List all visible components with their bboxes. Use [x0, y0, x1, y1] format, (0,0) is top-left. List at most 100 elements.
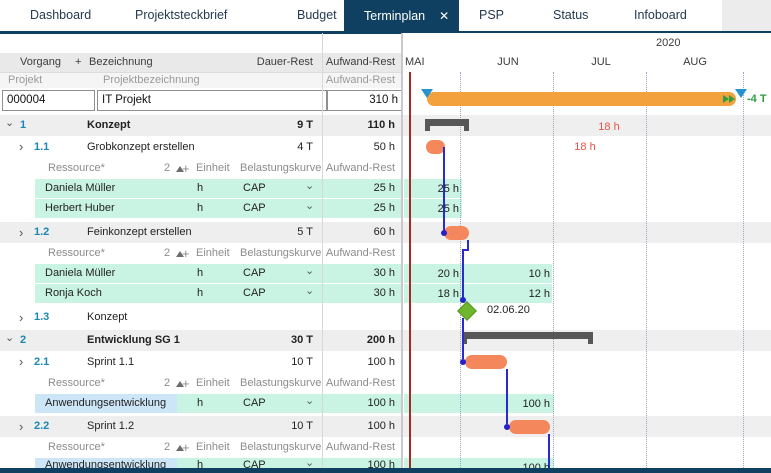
- today-line: [409, 72, 411, 468]
- add-resource-button[interactable]: +: [182, 246, 190, 261]
- tab-bar-filler: [722, 0, 771, 31]
- tab-terminplan[interactable]: Terminplan ✕: [344, 0, 459, 31]
- task-bar-1-1[interactable]: [426, 140, 445, 154]
- col-belastungskurve: Belastungskurve: [240, 377, 322, 389]
- col-aufwand-rest: Aufwand-Rest: [325, 247, 395, 259]
- task-name: Konzept: [87, 119, 131, 131]
- chevron-down-icon[interactable]: [5, 115, 17, 136]
- task-bar-1-2[interactable]: [444, 226, 469, 240]
- phase-bar-konzept[interactable]: [425, 119, 469, 131]
- chevron-right-icon[interactable]: [19, 136, 31, 159]
- tab-status[interactable]: Status: [553, 8, 589, 22]
- load-curve[interactable]: CAP: [243, 397, 266, 409]
- dependency-line: [548, 434, 550, 468]
- resource-row[interactable]: Herbert Huber h CAP 25 h: [0, 199, 401, 219]
- subheader-aufwand-rest: Aufwand-Rest: [325, 74, 395, 86]
- sort-control[interactable]: 2: [164, 441, 171, 453]
- gantt-row-band: [403, 222, 771, 243]
- resource-unit: h: [197, 182, 204, 194]
- add-resource-button[interactable]: +: [182, 161, 190, 176]
- resource-row[interactable]: Anwendungsentwicklung h CAP 100 h: [0, 394, 401, 414]
- sort-control[interactable]: 2: [164, 247, 171, 259]
- chevron-down-icon[interactable]: [305, 284, 314, 303]
- chevron-down-icon[interactable]: [305, 179, 314, 198]
- column-header-row: Vorgang + Bezeichnung Dauer-Rest Aufwand…: [0, 53, 401, 73]
- col-aufwand-rest: Aufwand-Rest: [325, 162, 395, 174]
- task-row-1[interactable]: 1 Konzept 9 T 110 h: [0, 115, 401, 136]
- chevron-down-icon[interactable]: [305, 458, 314, 468]
- resource-row[interactable]: Daniela Müller h CAP 30 h: [0, 264, 401, 284]
- resource-unit: h: [197, 397, 204, 409]
- effort-value: 12 h: [528, 288, 550, 300]
- add-task-button[interactable]: +: [75, 56, 82, 68]
- resource-unit: h: [197, 287, 204, 299]
- add-resource-button[interactable]: +: [182, 440, 190, 455]
- chevron-right-icon[interactable]: [19, 416, 31, 439]
- sort-asc-icon[interactable]: [176, 445, 184, 451]
- col-ressource: Ressource*: [48, 247, 105, 259]
- load-curve[interactable]: CAP: [243, 182, 266, 194]
- close-icon[interactable]: ✕: [439, 8, 450, 23]
- resource-row[interactable]: Ronja Koch h CAP 30 h: [0, 284, 401, 304]
- task-aufwand: 100 h: [367, 356, 395, 368]
- timeline-year: 2020: [656, 37, 681, 49]
- table-gantt-splitter[interactable]: [401, 33, 403, 468]
- project-start-marker-icon[interactable]: [421, 89, 433, 98]
- load-curve[interactable]: CAP: [243, 287, 266, 299]
- task-row-1-2[interactable]: 1.2 Feinkonzept erstellen 5 T 60 h: [0, 222, 401, 243]
- sort-control[interactable]: 2: [164, 162, 171, 174]
- assignment-band: [404, 199, 462, 218]
- task-row-2-2[interactable]: 2.2 Sprint 1.2 10 T 100 h: [0, 416, 401, 437]
- add-resource-button[interactable]: +: [182, 376, 190, 391]
- dependency-dot: [504, 424, 510, 430]
- column-separator: [322, 33, 323, 468]
- dependency-line: [467, 240, 469, 251]
- task-bar-2-1[interactable]: [465, 355, 507, 369]
- project-effort-field[interactable]: 310 h: [327, 90, 403, 111]
- sort-asc-icon[interactable]: [176, 251, 184, 257]
- dependency-line: [506, 369, 508, 424]
- project-end-marker-icon[interactable]: [735, 89, 747, 98]
- col-einheit: Einheit: [196, 162, 230, 174]
- sort-asc-icon[interactable]: [176, 166, 184, 172]
- task-row-2-1[interactable]: 2.1 Sprint 1.1 10 T 100 h: [0, 351, 401, 373]
- tab-projektsteckbrief[interactable]: Projektsteckbrief: [135, 8, 228, 22]
- chevron-right-icon[interactable]: [19, 307, 31, 330]
- task-number: 2.1: [34, 356, 50, 368]
- resource-unit: h: [197, 267, 204, 279]
- load-curve[interactable]: CAP: [243, 267, 266, 279]
- task-name: Feinkonzept erstellen: [87, 226, 192, 238]
- chevron-down-icon[interactable]: [5, 330, 17, 351]
- resource-row[interactable]: Anwendungsentwicklung h CAP 100 h: [0, 458, 401, 468]
- tab-psp[interactable]: PSP: [479, 8, 505, 22]
- chevron-right-icon[interactable]: [19, 351, 31, 374]
- resource-row[interactable]: Daniela Müller h CAP 25 h: [0, 179, 401, 199]
- load-curve[interactable]: CAP: [243, 202, 266, 214]
- chevron-down-icon[interactable]: [305, 264, 314, 283]
- chevron-right-icon[interactable]: [19, 222, 31, 245]
- phase-bar-entwicklung[interactable]: [462, 332, 593, 344]
- chevron-down-icon[interactable]: [305, 394, 314, 413]
- col-aufwand-rest: Aufwand-Rest: [325, 377, 395, 389]
- gantt-row-band: [403, 115, 771, 136]
- resource-effort: 25 h: [373, 182, 395, 194]
- sort-control[interactable]: 2: [164, 377, 171, 389]
- task-row-1-1[interactable]: 1.1 Grobkonzept erstellen 4 T 50 h: [0, 136, 401, 158]
- project-bar[interactable]: [427, 92, 736, 106]
- load-curve[interactable]: CAP: [243, 459, 266, 468]
- task-row-2[interactable]: 2 Entwicklung SG 1 30 T 200 h: [0, 330, 401, 351]
- sort-asc-icon[interactable]: [176, 381, 184, 387]
- project-name-field[interactable]: IT Projekt: [97, 90, 327, 111]
- tab-bar: Dashboard Projektsteckbrief Budget Termi…: [0, 0, 771, 34]
- col-einheit: Einheit: [196, 441, 230, 453]
- tab-budget[interactable]: Budget: [297, 8, 337, 22]
- task-row-1-3[interactable]: 1.3 Konzept: [0, 307, 401, 328]
- task-dauer: 9 T: [297, 119, 313, 131]
- tab-infoboard[interactable]: Infoboard: [634, 8, 687, 22]
- tab-dashboard[interactable]: Dashboard: [30, 8, 92, 22]
- project-number-field[interactable]: 000004: [2, 90, 95, 111]
- chevron-down-icon[interactable]: [305, 199, 314, 218]
- assignment-band: [404, 394, 554, 413]
- resource-cell-highlighted: [35, 394, 177, 413]
- task-bar-2-2[interactable]: [509, 420, 550, 434]
